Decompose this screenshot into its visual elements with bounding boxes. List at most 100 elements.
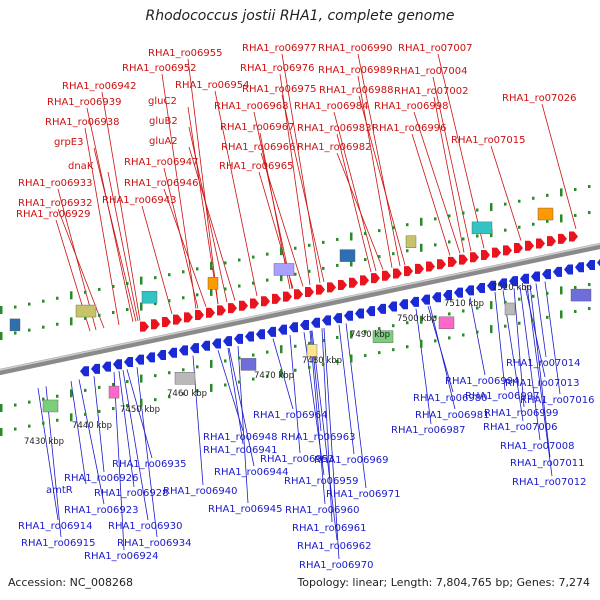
forward-gene — [349, 277, 358, 288]
tick-dot — [308, 341, 311, 345]
forward-gene — [448, 256, 457, 267]
tick-dot — [224, 383, 227, 387]
tick-dot — [476, 234, 479, 238]
tick-dot — [210, 287, 213, 296]
tick-dot — [182, 270, 185, 274]
tick-dot — [308, 243, 311, 247]
forward-gene — [503, 245, 512, 256]
forward-leader-line — [490, 145, 522, 241]
tick-dot — [84, 316, 87, 320]
reverse-leader-line — [118, 370, 135, 488]
tick-dot — [182, 368, 185, 372]
tick-dot — [504, 228, 507, 232]
tick-label: 7440 kbp — [72, 421, 112, 431]
reverse-leader-line — [338, 324, 355, 455]
reverse-leader-line — [311, 330, 338, 541]
tick-dot — [560, 214, 563, 223]
tick-dot — [518, 225, 521, 229]
tick-dot — [14, 427, 17, 431]
tick-dot — [70, 413, 73, 422]
tick-dot — [504, 324, 507, 328]
forward-gene-label: RHA1_ro06982 — [297, 142, 372, 153]
tick-label: 7510 kbp — [444, 299, 484, 309]
tick-dot — [378, 351, 381, 355]
forward-leader-line — [281, 94, 325, 283]
tick-dot — [392, 348, 395, 352]
reverse-leader-line — [126, 369, 153, 459]
tick-dot — [574, 213, 577, 217]
reverse-gene — [223, 336, 232, 347]
tick-dot — [126, 404, 129, 408]
reverse-gene-label: RHA1_ro06987 — [391, 425, 466, 436]
forward-gene — [415, 263, 424, 274]
tick-dot — [126, 380, 129, 384]
tick-dot — [56, 296, 59, 300]
forward-gene-label: gluC2 — [148, 96, 177, 107]
reverse-gene-label: RHA1_ro07011 — [510, 458, 585, 469]
reverse-gene — [553, 266, 562, 277]
reverse-leader-line — [227, 348, 244, 445]
reverse-leader-line — [113, 372, 125, 551]
protein-domain-box — [75, 304, 97, 318]
tick-dot — [490, 325, 493, 334]
tick-dot — [252, 353, 255, 357]
tick-dot — [42, 397, 45, 401]
forward-leader-line — [187, 58, 219, 305]
tick-dot — [420, 315, 423, 324]
reverse-gene — [388, 301, 397, 312]
reverse-gene-label: RHA1_ro07008 — [500, 441, 575, 452]
forward-gene — [217, 305, 226, 316]
reverse-gene-label: RHA1_ro06963 — [281, 432, 356, 443]
accession-text: Accession: NC_008268 — [8, 576, 134, 589]
reverse-gene — [267, 326, 276, 337]
reverse-leader-line — [535, 283, 547, 358]
tick-dot — [434, 339, 437, 343]
forward-gene-label: RHA1_ro06984 — [294, 101, 369, 112]
tick-dot — [266, 278, 269, 282]
forward-leader-line — [259, 132, 291, 290]
reverse-gene-label: RHA1_ro06934 — [117, 538, 192, 549]
tick-dot — [238, 380, 241, 384]
forward-leader-line — [432, 76, 472, 252]
reverse-leader-line — [524, 285, 546, 378]
reverse-gene — [399, 299, 408, 310]
forward-gene-label: RHA1_ro06975 — [242, 84, 317, 95]
reverse-gene — [333, 313, 342, 324]
tick-dot — [112, 406, 115, 410]
protein-domain-box — [273, 263, 295, 276]
tick-dot — [28, 328, 31, 332]
reverse-gene-label: RHA1_ro06961 — [292, 523, 367, 534]
forward-gene — [558, 233, 567, 244]
reverse-gene-label: RHA1_ro06953 — [260, 454, 335, 465]
tick-dot — [154, 276, 157, 280]
tick-dot — [420, 243, 423, 252]
tick-dot — [294, 272, 297, 276]
forward-gene — [283, 291, 292, 302]
reverse-gene-label: RHA1_ro06969 — [314, 455, 389, 466]
forward-gene-label: RHA1_ro07007 — [398, 43, 473, 54]
tick-dot — [294, 344, 297, 348]
reverse-gene — [597, 258, 600, 267]
reverse-gene — [245, 331, 254, 342]
tick-dot — [210, 261, 213, 270]
reverse-gene — [377, 303, 386, 314]
reverse-gene — [344, 310, 353, 321]
tick-dot — [294, 368, 297, 372]
tick-dot — [140, 276, 143, 285]
reverse-gene-label: RHA1_ro06945 — [208, 504, 283, 515]
forward-leader-line — [214, 90, 258, 297]
reverse-leader-line — [323, 327, 340, 560]
forward-gene-label: RHA1_ro07015 — [451, 135, 526, 146]
tick-dot — [140, 374, 143, 383]
forward-gene-label: gluB2 — [149, 116, 178, 127]
tick-dot — [420, 217, 423, 226]
reverse-gene — [113, 359, 122, 370]
reverse-gene — [531, 271, 540, 282]
tick-dot — [434, 243, 437, 247]
reverse-leader-line — [415, 308, 432, 425]
tick-dot — [238, 356, 241, 360]
forward-gene — [272, 293, 281, 304]
forward-gene-label: RHA1_ro06968 — [214, 101, 289, 112]
forward-gene-label: RHA1_ro06998 — [374, 101, 449, 112]
